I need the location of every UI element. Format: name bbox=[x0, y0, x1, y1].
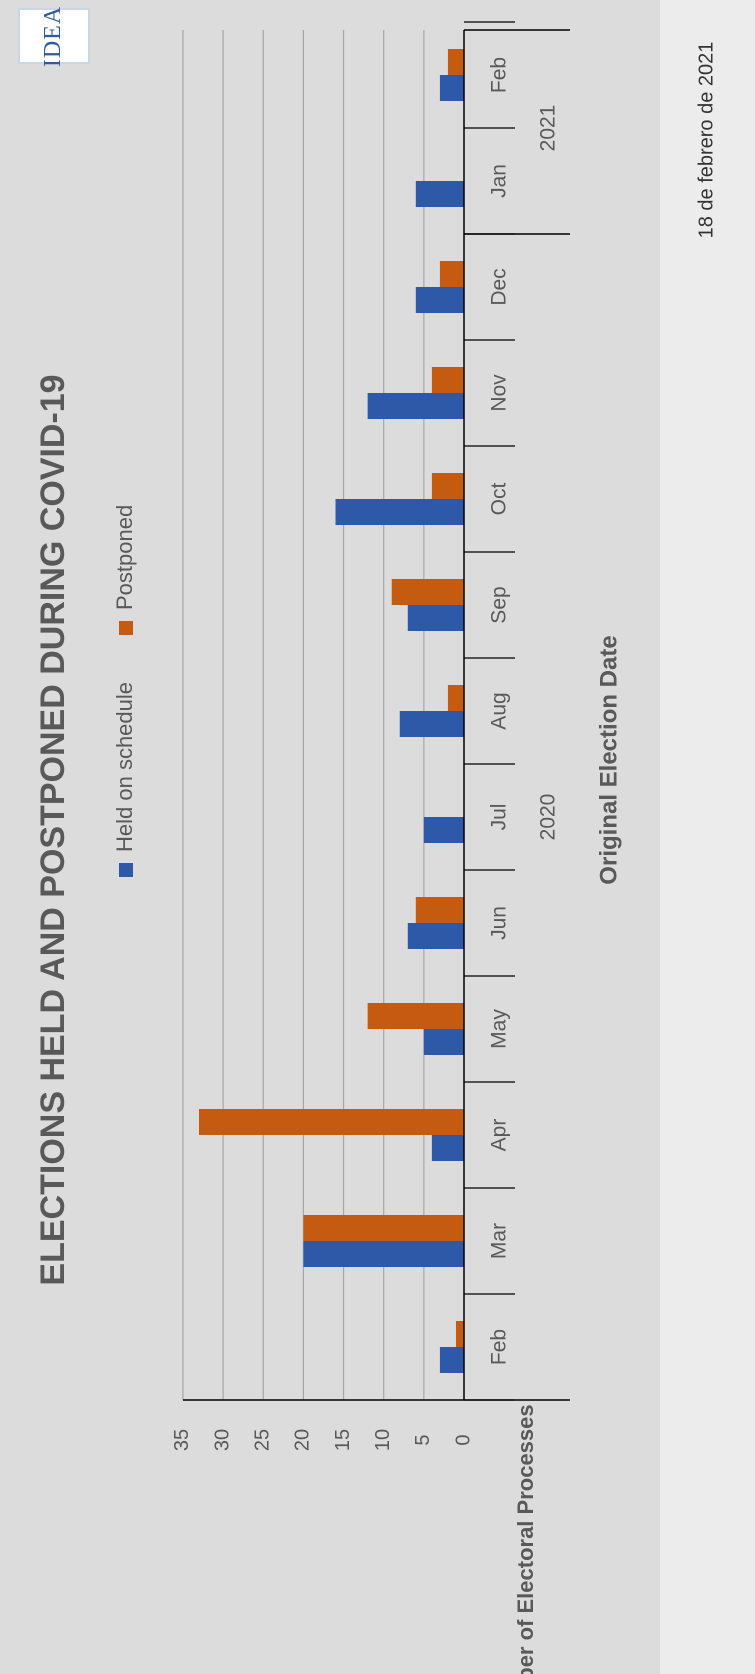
bar-postponed bbox=[303, 1215, 464, 1241]
bar-postponed bbox=[431, 473, 464, 499]
x-tick-label: Dec bbox=[488, 268, 511, 305]
x-tick-label: May bbox=[488, 1009, 511, 1049]
year-label: 2020 bbox=[537, 794, 560, 841]
bar-postponed bbox=[439, 261, 464, 287]
bar-postponed bbox=[415, 897, 464, 923]
y-tick-label: 10 bbox=[372, 1429, 394, 1451]
x-tick-label: Jan bbox=[488, 164, 511, 198]
bar-held-on-schedule bbox=[415, 287, 464, 313]
bar-held-on-schedule bbox=[423, 1029, 464, 1055]
bar-postponed bbox=[447, 685, 464, 711]
bar-held-on-schedule bbox=[431, 1135, 464, 1161]
y-tick-label: 35 bbox=[171, 1429, 193, 1451]
chart-labels: ELECTIONS HELD AND POSTPONED DURING COVI… bbox=[34, 374, 622, 1674]
x-tick-label: Jun bbox=[488, 906, 511, 940]
bar-postponed bbox=[367, 1003, 464, 1029]
legend: Held on schedule Postponed bbox=[112, 505, 137, 877]
year-label: 2021 bbox=[537, 105, 560, 152]
date-caption: 18 de febrero de 2021 bbox=[695, 41, 718, 239]
bar-held-on-schedule bbox=[415, 181, 464, 207]
side-strip bbox=[660, 0, 755, 1674]
bar-held-on-schedule bbox=[423, 817, 464, 843]
x-axis-label: Original Election Date bbox=[595, 635, 622, 884]
axes bbox=[182, 21, 570, 1401]
chart-card bbox=[0, 0, 660, 1674]
y-tick-label: 20 bbox=[292, 1429, 314, 1451]
legend-swatch bbox=[119, 621, 133, 635]
bar-held-on-schedule bbox=[439, 1347, 464, 1373]
x-tick-label: Feb bbox=[488, 57, 511, 93]
idea-logo-icon: IDEA bbox=[18, 5, 90, 67]
bar-chart: 0 5 10 15 20 25 30 35 Feb Mar Apr May Jun Jul Aug Sep Oc… bbox=[34, 21, 622, 1674]
x-tick-label: Aug bbox=[488, 692, 511, 729]
chart-title: ELECTIONS HELD AND POSTPONED DURING COVI… bbox=[34, 374, 72, 1285]
x-tick-label: Apr bbox=[488, 1119, 511, 1152]
y-tick-label: 0 bbox=[452, 1434, 474, 1445]
x-tick-label: Jul bbox=[488, 804, 511, 831]
y-axis-label: Number of Electoral Processes bbox=[513, 1404, 538, 1674]
bar-postponed bbox=[199, 1109, 464, 1135]
bar-held-on-schedule bbox=[335, 499, 464, 525]
x-tick-label: Feb bbox=[488, 1329, 511, 1365]
bars bbox=[199, 49, 464, 1373]
bar-postponed bbox=[455, 1321, 464, 1347]
bar-held-on-schedule bbox=[407, 923, 464, 949]
gridlines bbox=[182, 30, 425, 1400]
bar-postponed bbox=[447, 49, 464, 75]
bar-postponed bbox=[431, 367, 464, 393]
bar-held-on-schedule bbox=[303, 1241, 464, 1267]
x-tick-label: Mar bbox=[488, 1223, 511, 1259]
y-tick-label: 15 bbox=[332, 1429, 354, 1451]
bar-held-on-schedule bbox=[439, 75, 464, 101]
x-tick-label: Sep bbox=[488, 586, 511, 623]
legend-label: Postponed bbox=[112, 505, 137, 610]
bar-held-on-schedule bbox=[407, 605, 464, 631]
tick-labels: 0 5 10 15 20 25 30 35 Feb Mar Apr May Jun Jul Aug Sep Oc… bbox=[171, 57, 559, 1451]
y-tick-label: 30 bbox=[211, 1429, 233, 1451]
bar-held-on-schedule bbox=[399, 711, 464, 737]
legend-label: Held on schedule bbox=[112, 682, 137, 852]
y-tick-label: 5 bbox=[412, 1434, 434, 1445]
legend-swatch bbox=[119, 863, 133, 877]
bar-postponed bbox=[391, 579, 464, 605]
x-tick-label: Nov bbox=[488, 374, 511, 412]
x-tick-label: Oct bbox=[488, 483, 511, 516]
bar-held-on-schedule bbox=[367, 393, 464, 419]
y-tick-label: 25 bbox=[252, 1429, 274, 1451]
